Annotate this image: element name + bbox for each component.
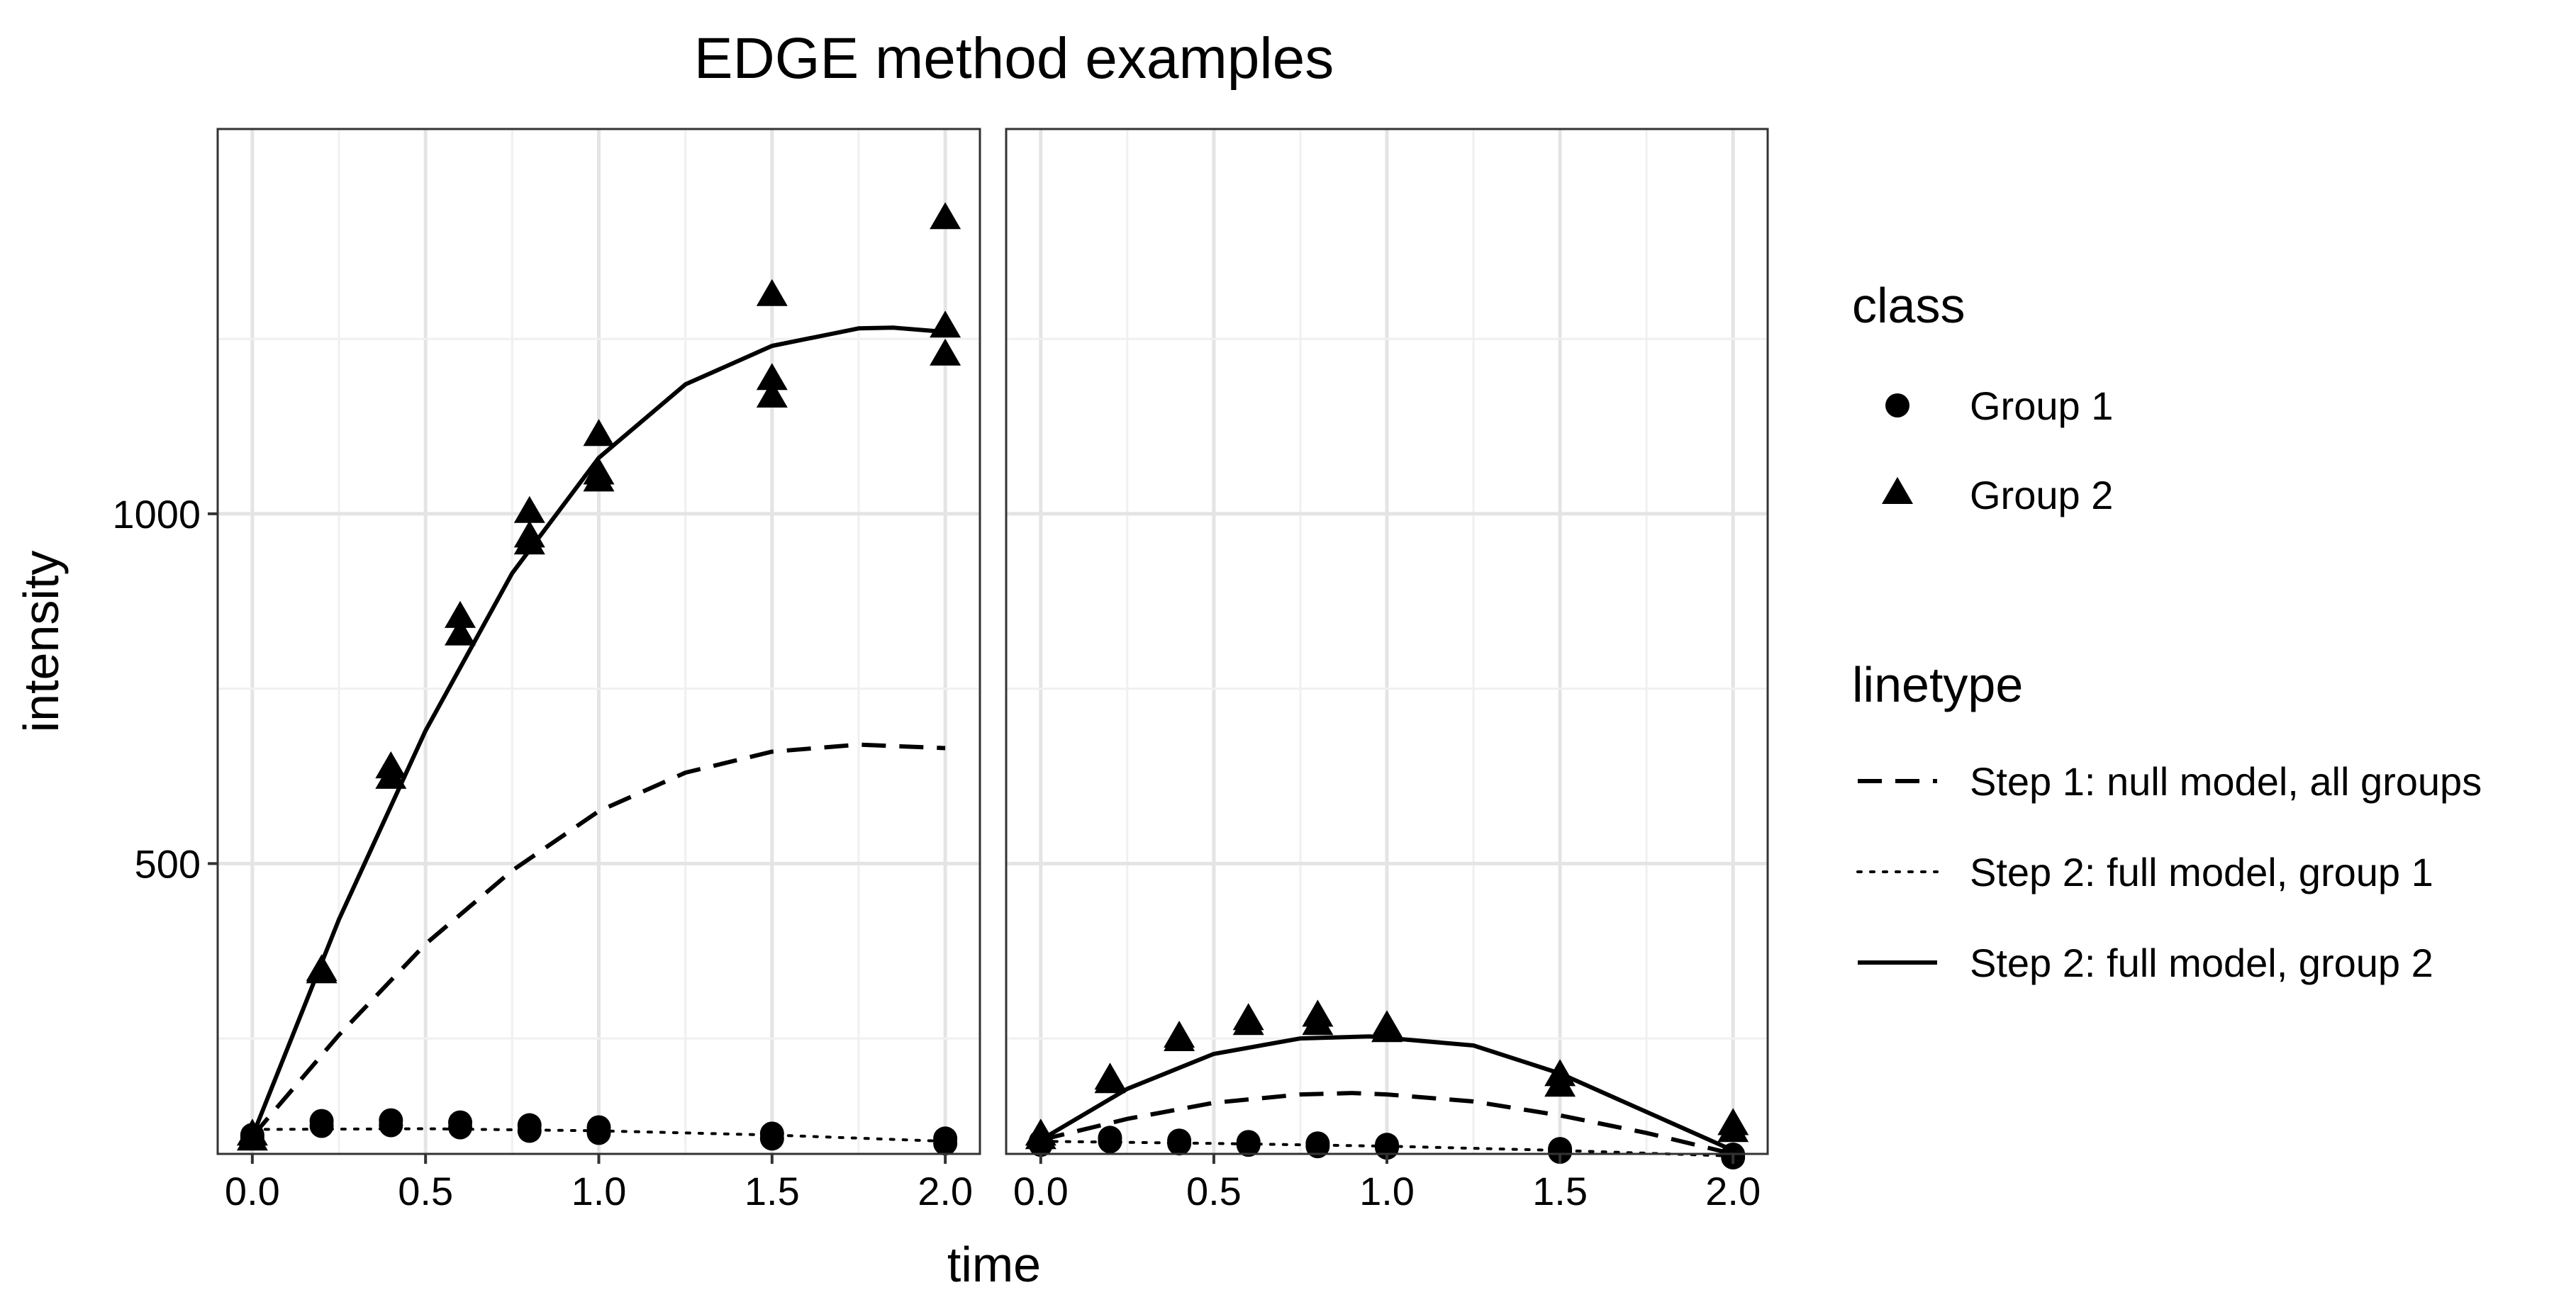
- data-point-group1: [933, 1131, 958, 1156]
- series-null-model-line: [250, 742, 946, 1138]
- series-null-model-line: [1040, 1091, 1734, 1156]
- data-point-group2: [930, 202, 961, 230]
- x-axis-label: time: [947, 1237, 1041, 1292]
- data-point-group2: [756, 363, 788, 391]
- data-point-group1: [448, 1115, 473, 1140]
- data-point-group1: [1236, 1133, 1261, 1157]
- data-point-group2: [1025, 1122, 1056, 1150]
- chart-title: EDGE method examples: [694, 26, 1334, 91]
- data-point-group2: [306, 956, 338, 984]
- data-point-group2: [236, 1123, 268, 1151]
- data-point-group2: [930, 310, 961, 338]
- data-point-group1: [379, 1113, 403, 1138]
- x-tick-label: 0.0: [225, 1169, 280, 1213]
- legend-class-title: class: [1852, 278, 1965, 333]
- data-point-group1: [759, 1126, 784, 1151]
- y-tick-label: 500: [135, 841, 201, 886]
- series-full-model-group2-line: [1039, 1034, 1734, 1152]
- data-point-group2: [1371, 1015, 1403, 1043]
- data-point-group1: [1167, 1131, 1192, 1156]
- data-point-group2: [583, 464, 615, 492]
- data-point-group2: [1232, 1008, 1264, 1036]
- x-tick-label: 1.0: [571, 1169, 627, 1213]
- panel-grid: [1006, 129, 1768, 1154]
- data-point-group1: [1098, 1129, 1122, 1154]
- data-point-group2: [513, 495, 545, 523]
- legend-class-label: Group 1: [1970, 383, 2113, 428]
- x-axis-ticks: 0.0 0.5 1.0 1.5 2.0: [225, 1154, 973, 1213]
- legend-linetype-title: linetype: [1852, 657, 2023, 712]
- x-tick-label: 2.0: [918, 1169, 973, 1213]
- x-tick-label: 2.0: [1705, 1169, 1761, 1213]
- data-point-group2: [513, 527, 545, 555]
- x-tick-label: 0.0: [1013, 1169, 1069, 1213]
- x-tick-label: 1.5: [745, 1169, 800, 1213]
- panel-grid: [218, 129, 980, 1154]
- x-tick-label: 1.0: [1359, 1169, 1415, 1213]
- x-tick-label: 0.5: [1186, 1169, 1242, 1213]
- legend-class-items: Group 1 Group 2: [1882, 383, 2113, 517]
- data-point-group2: [930, 338, 961, 366]
- data-point-group1: [1548, 1140, 1573, 1165]
- panels-layer: 0.0 0.5 1.0 1.5 2.0 500 1000 0.0 0.5 1.0 1.5 2.0: [112, 128, 1769, 1213]
- x-tick-label: 1.5: [1532, 1169, 1588, 1213]
- legend-key-circle: [1885, 393, 1909, 417]
- legend-linetype-items: Step 1: null model, all groups Step 2: fu…: [1856, 759, 2482, 985]
- panel-2: 0.0 0.5 1.0 1.5 2.0: [1005, 128, 1769, 1213]
- data-point-group2: [583, 419, 615, 447]
- x-tick-label: 0.5: [398, 1169, 453, 1213]
- data-point-group1: [517, 1118, 542, 1143]
- panel-1: 0.0 0.5 1.0 1.5 2.0 500 1000: [112, 128, 981, 1213]
- data-point-group2: [756, 380, 788, 408]
- y-axis-label: intensity: [13, 551, 69, 733]
- data-point-group2: [1302, 1008, 1334, 1036]
- data-point-group2: [375, 761, 407, 789]
- legend-class-label: Group 2: [1970, 473, 2113, 517]
- legend-linetype-label: Step 1: null model, all groups: [1970, 759, 2482, 804]
- series-full-model-group2-line: [250, 325, 946, 1138]
- data-point-group1: [586, 1121, 611, 1145]
- data-point-group2: [445, 600, 476, 628]
- data-point-group1: [309, 1114, 334, 1138]
- data-point-group2: [1094, 1066, 1126, 1094]
- y-tick-label: 1000: [112, 492, 201, 537]
- data-point-group2: [1544, 1070, 1576, 1097]
- legend-key-triangle: [1882, 476, 1913, 504]
- legend-linetype-label: Step 2: full model, group 1: [1970, 850, 2433, 894]
- data-point-group2: [445, 618, 476, 646]
- legend-linetype-label: Step 2: full model, group 2: [1970, 941, 2433, 985]
- data-point-group2: [756, 279, 788, 306]
- data-point-group2: [1164, 1023, 1195, 1051]
- data-point-group1: [1305, 1134, 1330, 1159]
- legend: class Group 1 Group 2 linetype Step 1: nu…: [1852, 278, 2482, 985]
- y-axis-ticks: 500 1000: [112, 492, 218, 886]
- x-axis-ticks: 0.0 0.5 1.0 1.5 2.0: [1013, 1154, 1761, 1213]
- data-point-group2: [1717, 1115, 1749, 1143]
